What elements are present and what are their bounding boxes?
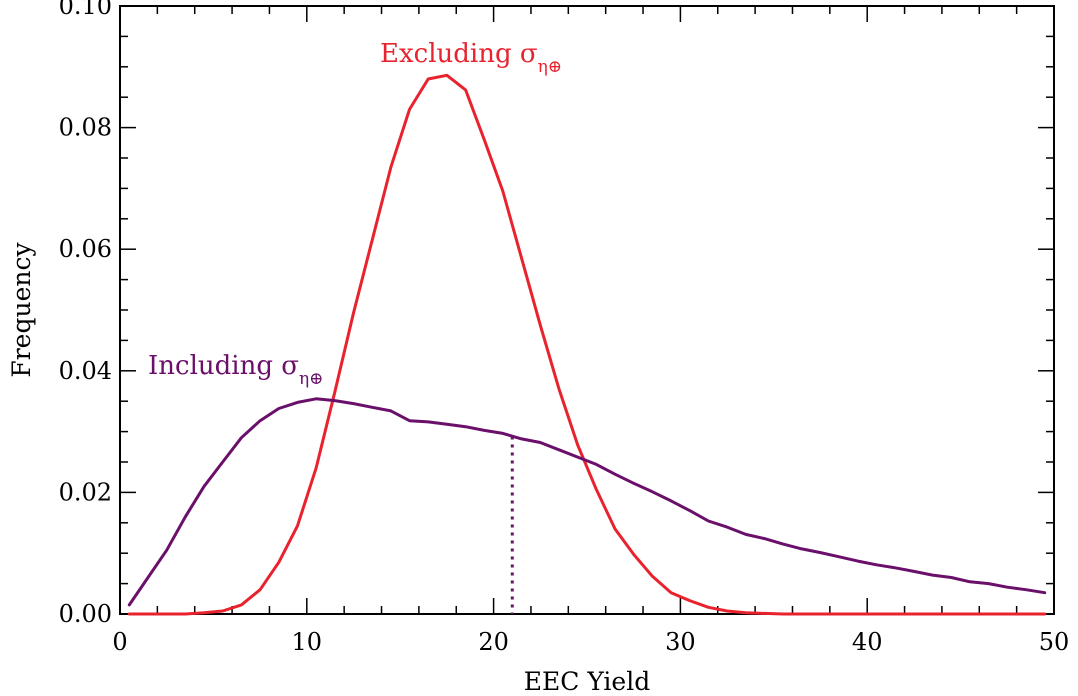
- series-label-excluding-main: Excluding σ: [380, 39, 538, 69]
- series-line-including: [127, 397, 1047, 607]
- y-tick-label: 0.08: [59, 114, 112, 142]
- series-layer: [127, 73, 1047, 616]
- y-tick-label: 0.04: [59, 357, 112, 385]
- x-tick-label: 50: [1039, 628, 1070, 656]
- series-label-excluding: Excluding ση⊕: [380, 39, 562, 77]
- series-label-including-sub: η⊕: [299, 369, 323, 389]
- x-tick-label: 20: [478, 628, 509, 656]
- x-tick-label: 40: [852, 628, 883, 656]
- y-tick-label: 0.02: [59, 478, 112, 506]
- tick-labels: 0 10 20 30 40 50 0.00 0.02 0.04 0.06 0.08 0.10: [59, 0, 1070, 656]
- axis-ticks: [119, 5, 1055, 615]
- series-label-excluding-sub: η⊕: [538, 57, 562, 77]
- x-tick-label: 30: [665, 628, 696, 656]
- y-tick-label: 0.00: [59, 600, 112, 628]
- y-tick-label: 0.10: [59, 0, 112, 20]
- series-label-including: Including ση⊕: [148, 351, 323, 389]
- x-axis-label: EEC Yield: [524, 667, 650, 696]
- series-line-excluding: [127, 73, 1047, 616]
- plot-frame: [119, 5, 1055, 615]
- y-tick-label: 0.06: [59, 235, 112, 263]
- x-tick-label: 10: [292, 628, 323, 656]
- y-axis-label: Frequency: [7, 242, 36, 378]
- series-label-including-main: Including σ: [148, 351, 299, 381]
- x-tick-label: 0: [112, 628, 127, 656]
